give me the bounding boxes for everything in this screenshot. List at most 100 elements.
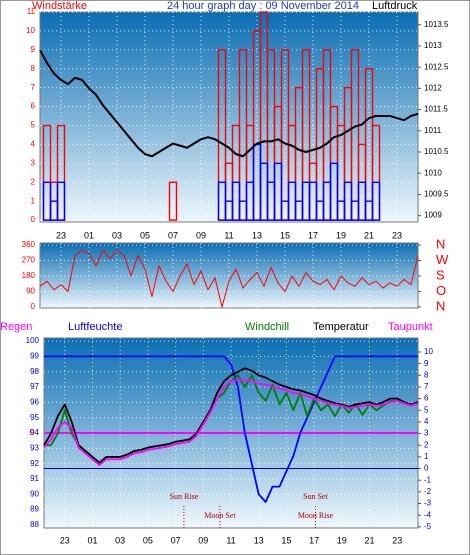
y2-tick-label: 1010.5 [424, 147, 449, 156]
x-tick-label: 23 [392, 535, 402, 545]
x-tick-label: 03 [115, 535, 125, 545]
y-tick-label: 1 [31, 196, 36, 205]
y-tick-label: 97 [30, 382, 39, 391]
wind-bar [56, 181, 66, 221]
y-tick-label: 11 [27, 7, 36, 16]
y-tick-label: 99 [30, 351, 39, 360]
y-tick-label: 2 [31, 177, 36, 186]
pressure-label: Luftdruck [372, 0, 418, 12]
x-tick-label: 11 [226, 535, 235, 545]
legend-label: Luftfeuchte [68, 321, 122, 333]
x-tick-label: 19 [336, 230, 346, 240]
y-tick-label: 10 [26, 26, 35, 35]
y2-tick-label: -5 [424, 522, 432, 531]
x-tick-label: 03 [112, 230, 122, 240]
legend-label: Windchill [245, 321, 289, 333]
x-tick-label: 13 [254, 535, 264, 545]
y2-tick-label: -4 [424, 510, 432, 519]
y2-tick-label: 2 [424, 440, 429, 449]
event-label: Sun Rise [170, 492, 199, 501]
y2-tick-label: 1011.5 [424, 105, 448, 114]
y2-tick-label: N [436, 237, 445, 252]
x-tick-label: 15 [280, 230, 290, 240]
x-tick-label: 21 [365, 535, 375, 545]
legend-label: Temperatur [313, 321, 369, 333]
x-tick-label: 19 [337, 535, 347, 545]
y2-tick-label: O [436, 283, 446, 298]
y-tick-label: 180 [22, 271, 36, 280]
y2-tick-label: 4 [424, 417, 429, 426]
y-tick-label: 3 [31, 158, 36, 167]
wind-bar [273, 162, 283, 221]
series-line [43, 379, 419, 466]
y2-tick-label: 1013 [424, 41, 442, 50]
y-tick-label: 92 [30, 459, 39, 468]
y2-tick-label: 0 [424, 464, 429, 473]
x-tick-label: 15 [281, 535, 291, 545]
rain-tick-label: 0 [30, 428, 35, 437]
y-tick-label: 100 [26, 336, 40, 345]
legend-label: Taupunkt [388, 321, 433, 333]
legend-label: Regen [0, 321, 32, 333]
wind-bar [329, 162, 339, 221]
x-tick-label: 23 [60, 535, 70, 545]
y2-tick-label: 7 [424, 382, 429, 391]
y2-tick-label: 6 [424, 394, 429, 403]
y-tick-label: 90 [30, 489, 39, 498]
y-tick-label: 8 [31, 64, 36, 73]
y2-tick-label: 5 [424, 405, 429, 414]
series-line [39, 249, 419, 308]
x-tick-label: 09 [196, 230, 206, 240]
y2-tick-label: -1 [424, 475, 432, 484]
y2-tick-label: 3 [424, 429, 429, 438]
x-tick-label: 13 [252, 230, 262, 240]
y2-tick-label: 1013.5 [424, 20, 449, 29]
y2-tick-label: 1010 [424, 168, 442, 177]
y-tick-label: 94 [30, 428, 39, 437]
event-label: Sun Set [303, 492, 328, 501]
series-line [39, 49, 419, 158]
wind-bar [371, 181, 381, 221]
y2-tick-label: W [436, 252, 449, 267]
y-tick-label: 360 [22, 240, 36, 249]
x-tick-label: 23 [392, 230, 402, 240]
x-tick-label: 07 [168, 230, 178, 240]
y2-tick-label: 10 [424, 347, 433, 356]
y-tick-label: 6 [31, 102, 36, 111]
y-tick-label: 98 [30, 367, 39, 376]
y2-tick-label: 9 [424, 359, 429, 368]
y-tick-label: 90 [26, 287, 35, 296]
x-tick-label: 05 [143, 535, 153, 545]
y2-tick-label: 1011 [424, 126, 442, 135]
y-tick-label: 89 [30, 505, 39, 514]
series-line [44, 355, 418, 503]
x-tick-label: 01 [84, 230, 94, 240]
y-tick-label: 0 [31, 302, 36, 311]
x-tick-label: 11 [224, 230, 233, 240]
y-tick-label: 93 [30, 443, 39, 452]
y-tick-label: 9 [31, 45, 36, 54]
y-tick-label: 7 [31, 83, 36, 92]
y2-tick-label: 1012 [424, 83, 442, 92]
y-tick-label: 4 [31, 140, 36, 149]
x-tick-label: 17 [308, 230, 318, 240]
x-tick-label: 09 [198, 535, 208, 545]
y2-tick-label: 1 [424, 452, 429, 461]
wind-bar [168, 181, 178, 221]
wind-label: Windstärke [32, 0, 87, 12]
y-tick-label: 95 [30, 413, 39, 422]
y-tick-label: 91 [30, 474, 39, 483]
x-tick-label: 21 [364, 230, 374, 240]
y-tick-label: 88 [30, 520, 39, 529]
x-tick-label: 05 [140, 230, 150, 240]
y-tick-label: 5 [31, 121, 36, 130]
y-tick-label: 96 [30, 397, 39, 406]
x-tick-label: 23 [56, 230, 66, 240]
y-tick-label: 270 [22, 256, 36, 265]
y2-tick-label: -3 [424, 499, 432, 508]
y2-tick-label: 1009 [424, 211, 442, 220]
y2-tick-label: S [436, 267, 445, 282]
x-tick-label: 17 [309, 535, 319, 545]
y2-tick-label: 1012.5 [424, 62, 449, 71]
